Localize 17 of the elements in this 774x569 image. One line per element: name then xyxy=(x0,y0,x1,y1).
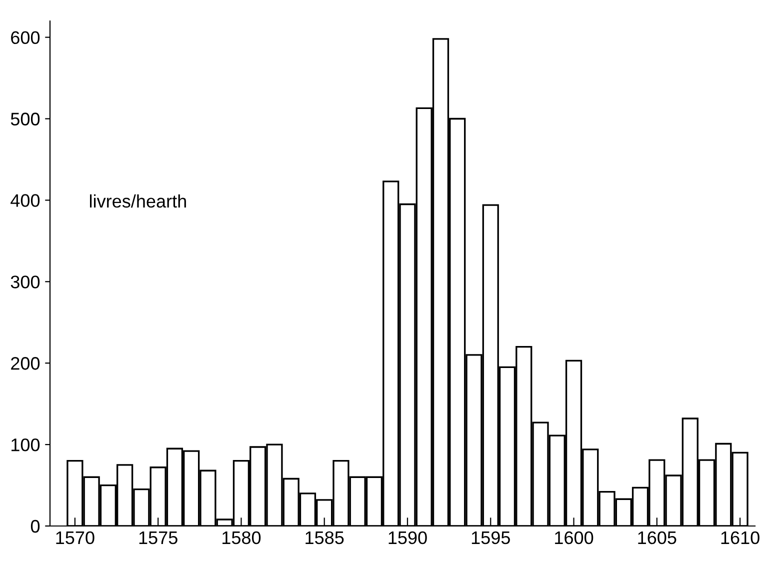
y-tick-label: 500 xyxy=(10,112,40,126)
y-tick-label: 200 xyxy=(11,357,40,370)
y-tick-label: 0 xyxy=(30,520,40,533)
x-tick-label: 1570 xyxy=(56,531,94,544)
x-tick-label: 1600 xyxy=(555,531,594,544)
x-tick-label: 1595 xyxy=(472,531,510,544)
y-tick-label: 600 xyxy=(11,31,40,44)
x-tick-label: 1585 xyxy=(306,531,344,544)
y-tick-label: 100 xyxy=(12,438,40,452)
x-tick-label: 1590 xyxy=(388,531,427,544)
y-axis-title: livres/hearth xyxy=(90,194,186,208)
x-tick-label: 1605 xyxy=(638,531,676,544)
x-tick-label: 1580 xyxy=(222,531,261,544)
y-tick-label: 400 xyxy=(10,194,40,207)
x-tick-label: 1610 xyxy=(721,531,760,544)
y-tick-label: 300 xyxy=(10,276,40,288)
x-tick-label: 1575 xyxy=(139,532,178,544)
